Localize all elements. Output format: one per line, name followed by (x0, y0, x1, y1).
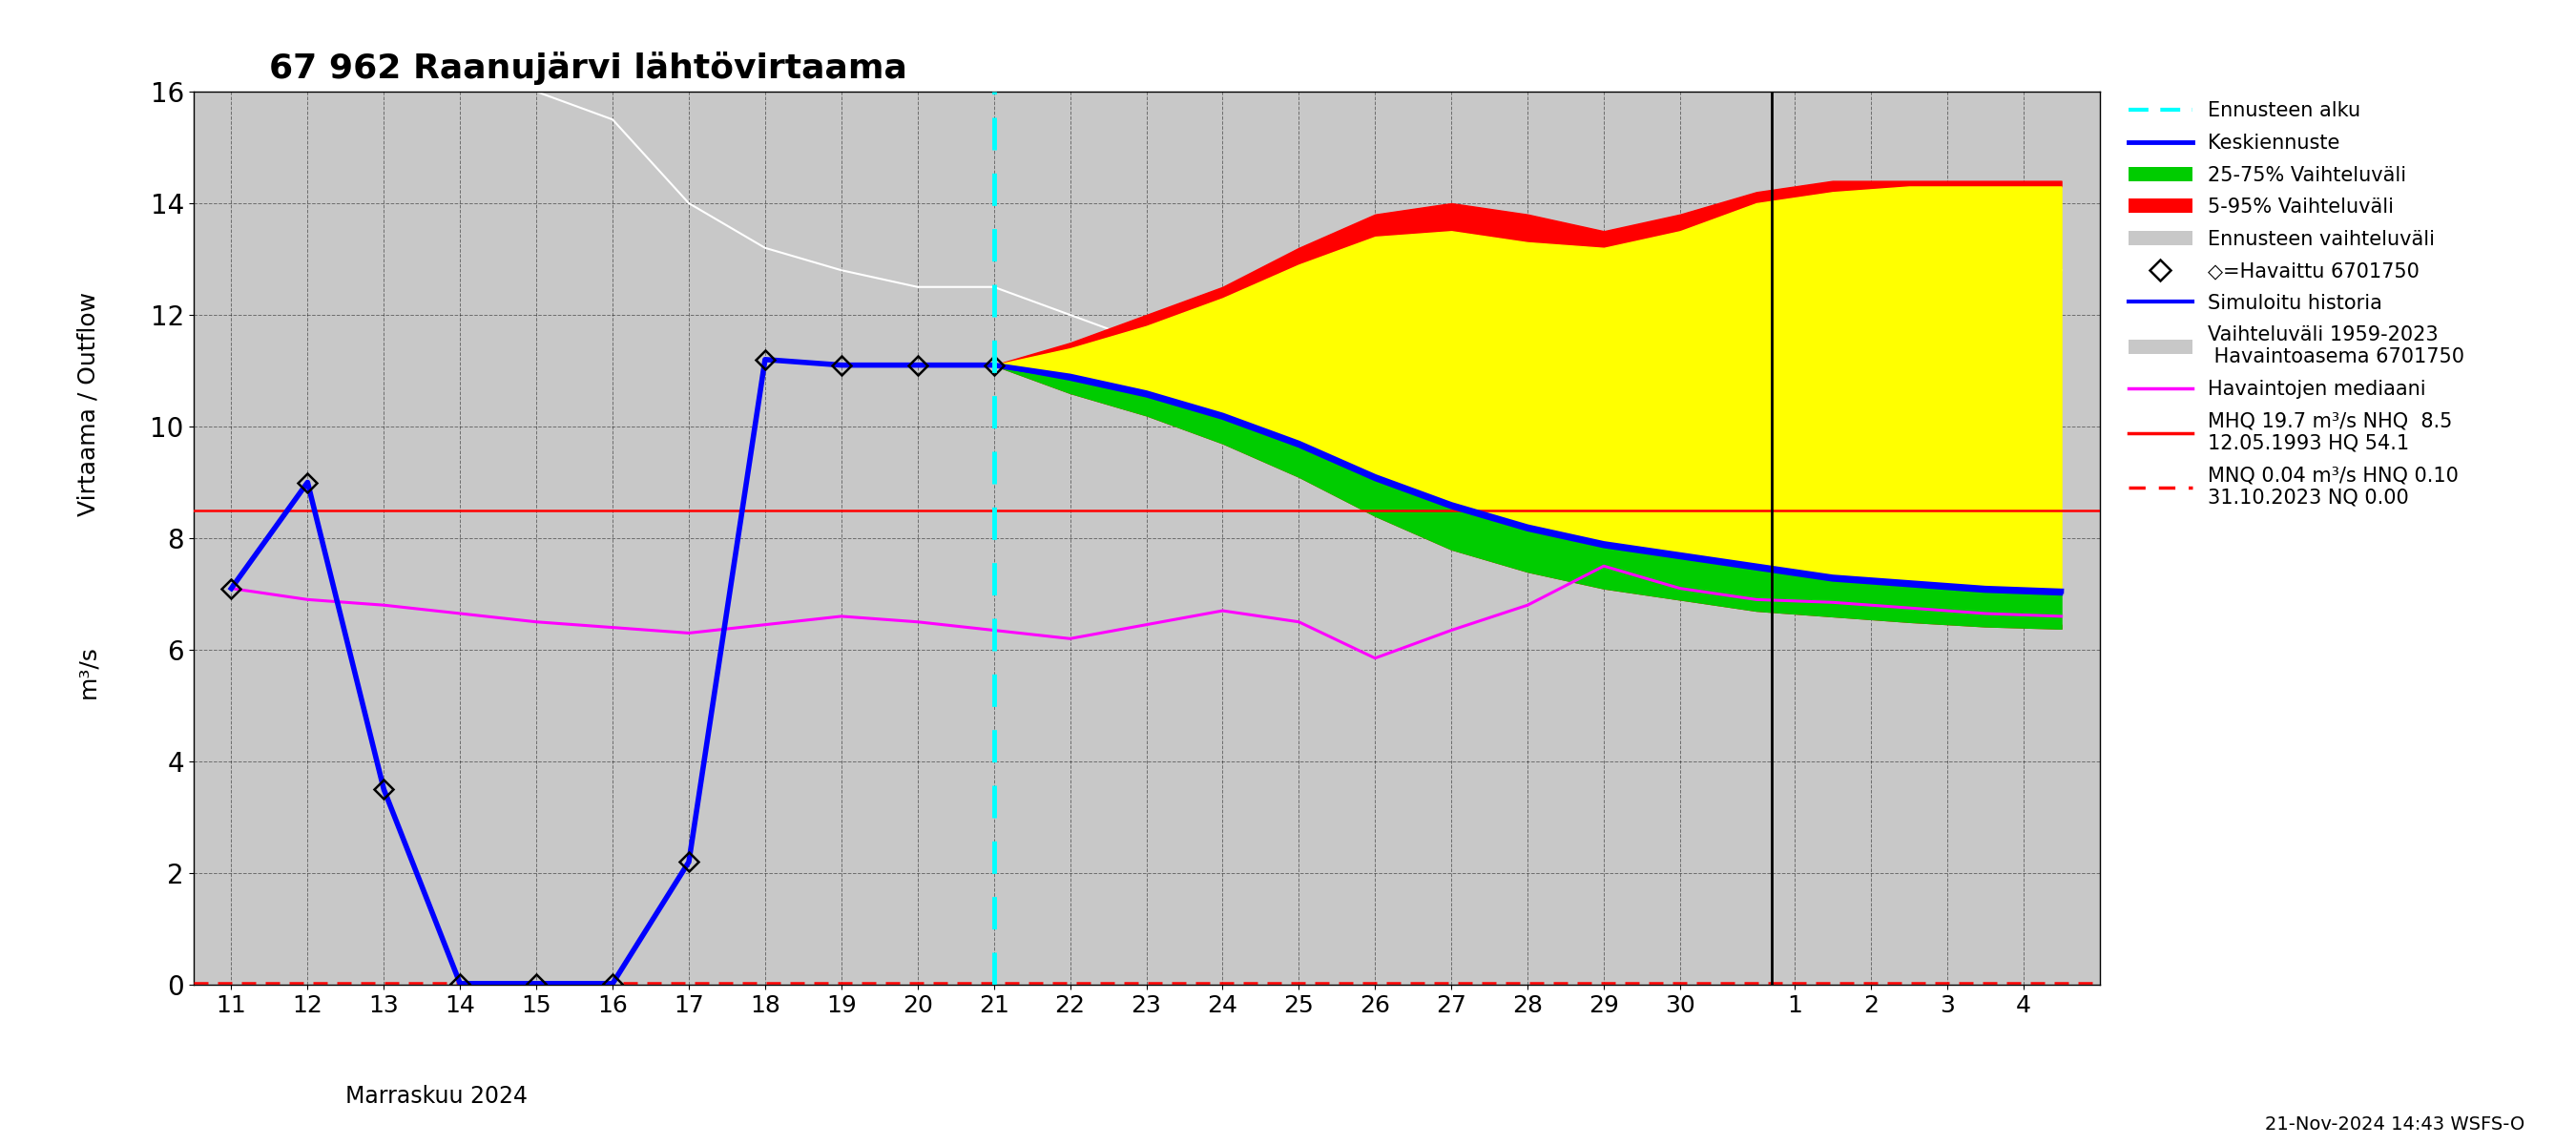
Text: Virtaama / Outflow: Virtaama / Outflow (77, 292, 100, 516)
Text: 21-Nov-2024 14:43 WSFS-O: 21-Nov-2024 14:43 WSFS-O (2264, 1115, 2524, 1134)
Text: m³/s: m³/s (77, 646, 100, 698)
Text: 67 962 Raanujärvi lähtövirtaama: 67 962 Raanujärvi lähtövirtaama (270, 52, 907, 85)
Text: Marraskuu 2024: Marraskuu 2024 (345, 1085, 528, 1108)
Legend: Ennusteen alku, Keskiennuste, 25-75% Vaihteluväli, 5-95% Vaihteluväli, Ennusteen: Ennusteen alku, Keskiennuste, 25-75% Vai… (2128, 102, 2465, 507)
